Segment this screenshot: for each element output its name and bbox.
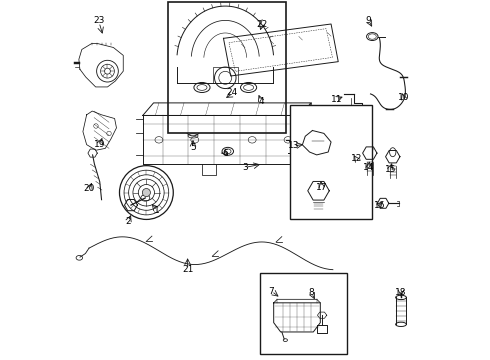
Bar	[168, 3, 286, 134]
Text: 15: 15	[385, 165, 396, 174]
Text: 1: 1	[154, 206, 160, 215]
Text: 2: 2	[125, 217, 131, 226]
Bar	[260, 273, 347, 354]
Text: 22: 22	[257, 19, 268, 28]
Text: 16: 16	[374, 201, 385, 210]
Text: 13: 13	[288, 141, 299, 150]
Text: 6: 6	[222, 149, 228, 158]
Text: 4: 4	[258, 96, 264, 105]
Text: 11: 11	[331, 95, 342, 104]
Text: 7: 7	[269, 287, 274, 296]
Text: 20: 20	[84, 184, 95, 193]
Text: 17: 17	[316, 183, 327, 192]
Text: 9: 9	[366, 16, 371, 25]
Text: 18: 18	[395, 288, 407, 297]
Text: 23: 23	[94, 16, 105, 25]
Text: 24: 24	[227, 87, 238, 96]
Text: 8: 8	[309, 288, 315, 297]
Circle shape	[143, 189, 150, 197]
Text: 19: 19	[94, 140, 105, 149]
Text: 3: 3	[242, 163, 248, 172]
Text: 12: 12	[350, 154, 362, 163]
Text: 21: 21	[182, 265, 194, 274]
Text: 5: 5	[190, 143, 196, 152]
Text: 14: 14	[363, 163, 374, 172]
Bar	[290, 105, 372, 220]
Text: 10: 10	[398, 93, 409, 102]
